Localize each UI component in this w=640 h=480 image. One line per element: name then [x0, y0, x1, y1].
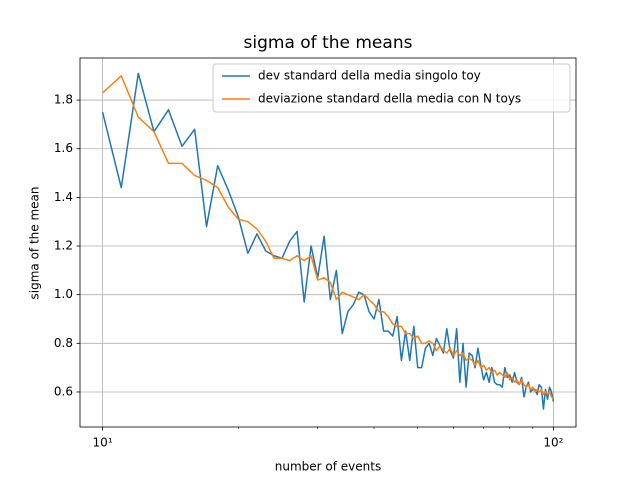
y-tick-label: 1.6 [54, 141, 73, 155]
plot-frame [79, 57, 577, 428]
x-tick-label: 10² [543, 436, 563, 450]
legend-label: dev standard della media singolo toy [258, 69, 481, 83]
x-axis-label: number of events [275, 460, 381, 474]
chart-title: sigma of the means [244, 33, 413, 53]
y-tick-label: 1.8 [54, 93, 73, 107]
x-tick-label: 10¹ [93, 436, 113, 450]
legend-label: deviazione standard della media con N to… [258, 92, 521, 106]
y-tick-label: 1.0 [54, 287, 73, 301]
y-tick-label: 0.6 [54, 384, 73, 398]
y-axis-label: sigma of the mean [28, 187, 42, 300]
y-tick-label: 0.8 [54, 336, 73, 350]
y-tick-label: 1.2 [54, 239, 73, 253]
legend-box [212, 63, 571, 113]
y-tick-label: 1.4 [54, 190, 73, 204]
series-line [102, 75, 555, 400]
